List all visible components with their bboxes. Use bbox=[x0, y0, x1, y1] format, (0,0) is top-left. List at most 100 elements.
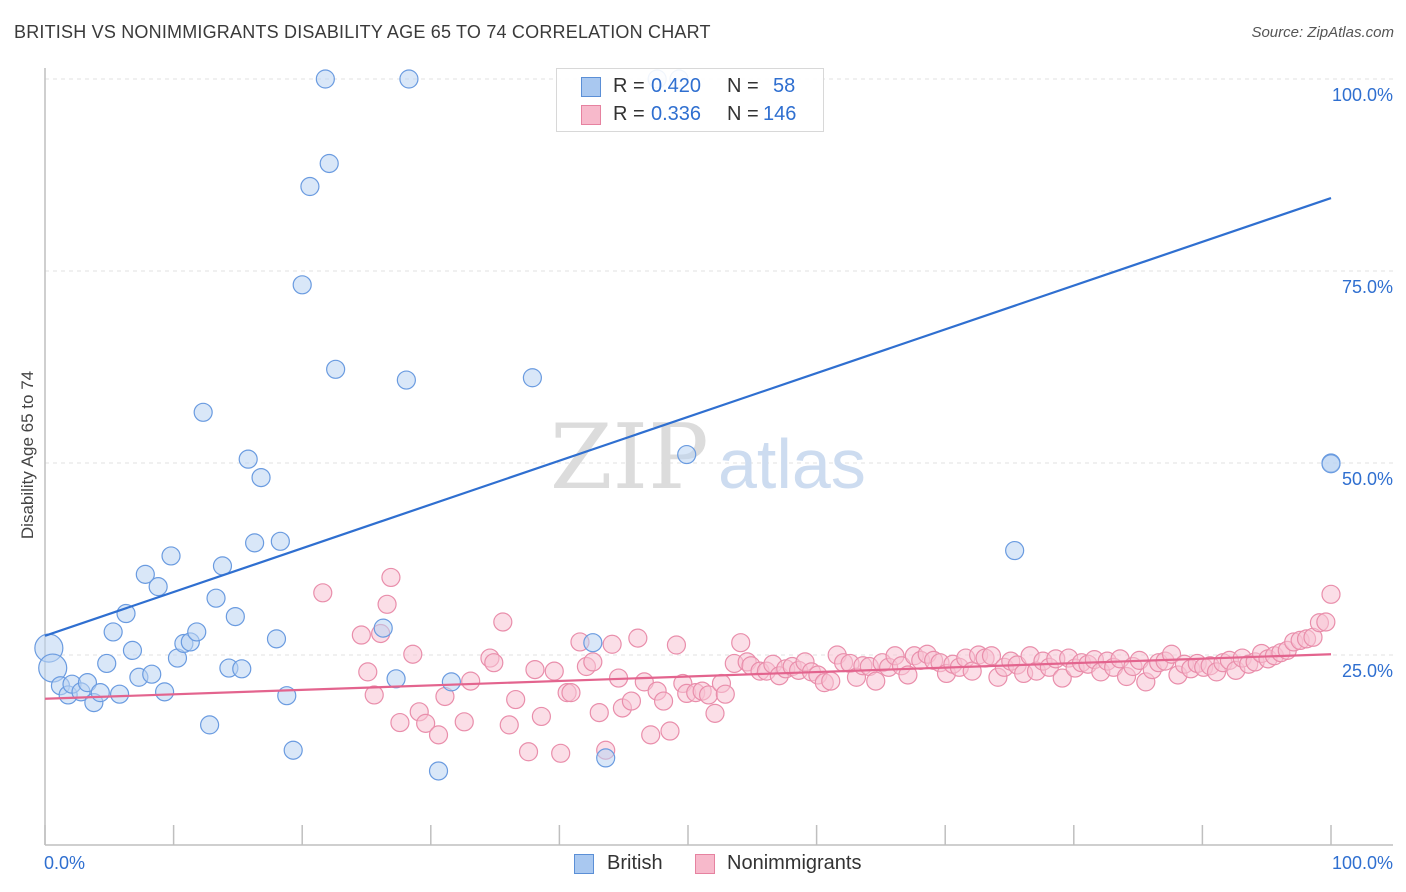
n-value: 58 bbox=[773, 75, 796, 97]
nonimmigrants-point bbox=[518, 742, 539, 762]
gridlines bbox=[45, 78, 1393, 656]
british-point bbox=[206, 588, 226, 608]
nonimmigrants-point bbox=[506, 689, 526, 710]
nonimmigrants-point bbox=[898, 665, 918, 685]
nonimmigrants-point bbox=[428, 725, 449, 745]
nonimmigrants-point bbox=[589, 702, 609, 723]
nonimmigrants-point bbox=[866, 671, 886, 691]
nonimmigrants-point bbox=[403, 644, 423, 664]
british-point bbox=[283, 740, 303, 760]
y-axis-label: Disability Age 65 to 74 bbox=[18, 371, 37, 539]
british-point bbox=[522, 368, 542, 388]
legend-swatch-nonimmigrants bbox=[695, 854, 715, 874]
watermark-atlas: atlas bbox=[718, 425, 866, 503]
british-point bbox=[319, 153, 339, 174]
nonimmigrants-point bbox=[499, 715, 519, 735]
stats-box: R = 0.420 N = 58 R = 0.336 N = 146 bbox=[556, 68, 824, 132]
nonimmigrants-point bbox=[583, 652, 603, 672]
tick-labels: 25.0% 50.0% 75.0% 100.0% 0.0% 100.0% bbox=[44, 85, 1393, 873]
nonimmigrants-point bbox=[544, 661, 564, 681]
british-point bbox=[161, 546, 181, 566]
british-point bbox=[300, 176, 320, 197]
x-tick-label-max: 100.0% bbox=[1332, 853, 1393, 873]
nonimmigrants-point bbox=[493, 612, 513, 632]
british-point bbox=[232, 659, 252, 679]
legend-label-british: British bbox=[607, 852, 663, 874]
nonimmigrants-point bbox=[653, 691, 674, 711]
r-value: 0.336 bbox=[651, 103, 702, 125]
r-label: R = bbox=[613, 75, 645, 97]
british-point bbox=[77, 673, 98, 693]
british-point bbox=[90, 683, 110, 703]
n-value: 146 bbox=[763, 103, 797, 125]
nonimmigrants-point bbox=[416, 713, 436, 733]
british-point bbox=[266, 629, 287, 649]
nonimmigrants-point bbox=[351, 625, 371, 645]
british-point bbox=[97, 653, 117, 674]
nonimmigrants-point bbox=[381, 567, 401, 588]
n-label: N = bbox=[727, 75, 759, 97]
british-point bbox=[373, 618, 393, 638]
british-point bbox=[315, 69, 335, 89]
nonimmigrants-trend-line bbox=[44, 653, 1332, 700]
british-point bbox=[122, 640, 143, 660]
nonimmigrants-point bbox=[377, 594, 397, 614]
british-point bbox=[103, 622, 123, 642]
nonimmigrants-point bbox=[561, 683, 581, 703]
y-tick-label: 100.0% bbox=[1332, 85, 1393, 105]
british-point bbox=[187, 622, 207, 642]
british-point bbox=[441, 672, 461, 692]
nonimmigrants-point bbox=[715, 684, 735, 704]
british-point bbox=[154, 682, 175, 702]
british-point bbox=[292, 275, 312, 295]
nonimmigrants-point bbox=[628, 628, 648, 648]
british-swatch bbox=[581, 77, 601, 97]
british-point bbox=[225, 606, 245, 627]
y-tick-label: 75.0% bbox=[1342, 277, 1393, 297]
british-point bbox=[245, 533, 265, 553]
nonimmigrants-point bbox=[461, 671, 481, 691]
nonimmigrants-point bbox=[551, 743, 571, 763]
british-point bbox=[148, 577, 168, 597]
nonimmigrants-point bbox=[454, 712, 474, 732]
british-point bbox=[251, 467, 271, 488]
nonimmigrants-point bbox=[390, 712, 410, 733]
nonimmigrants-point bbox=[666, 635, 687, 655]
british-point bbox=[270, 531, 290, 551]
british-point bbox=[1005, 540, 1025, 561]
nonimmigrants-point bbox=[1321, 584, 1341, 604]
nonimmigrants-point bbox=[525, 659, 545, 680]
nonimmigrants-point bbox=[364, 685, 384, 705]
nonimmigrants-point bbox=[484, 653, 504, 673]
nonimmigrants-point bbox=[531, 706, 551, 727]
nonimmigrants-point bbox=[358, 662, 378, 682]
british-point bbox=[135, 564, 155, 584]
nonimmigrants-point bbox=[731, 633, 751, 653]
axes bbox=[44, 68, 1393, 846]
n-label: N = bbox=[727, 103, 759, 125]
nonimmigrants-point bbox=[602, 634, 622, 654]
british-point bbox=[326, 359, 346, 379]
nonimmigrants-point bbox=[641, 725, 661, 745]
nonimmigrants-point bbox=[981, 646, 1002, 666]
source-label: Source: ZipAtlas.com bbox=[1251, 24, 1394, 41]
legend-label-nonimmigrants: Nonimmigrants bbox=[727, 852, 862, 874]
watermark: ZIP atlas bbox=[550, 405, 866, 510]
british-point bbox=[386, 669, 406, 689]
nonimmigrants-swatch bbox=[581, 105, 601, 125]
nonimmigrants-point bbox=[1316, 612, 1336, 632]
british-point bbox=[238, 449, 258, 469]
nonimmigrants-point bbox=[621, 691, 642, 711]
nonimmigrants-point bbox=[313, 583, 333, 603]
british-point bbox=[677, 444, 697, 465]
x-tick-label-min: 0.0% bbox=[44, 853, 85, 873]
trend-lines bbox=[44, 196, 1332, 700]
british-point bbox=[596, 748, 616, 768]
british-point bbox=[396, 370, 416, 390]
british-point bbox=[399, 69, 419, 89]
nonimmigrants-point bbox=[705, 703, 725, 723]
british-point bbox=[428, 761, 449, 781]
nonimmigrants-point bbox=[1052, 668, 1072, 688]
nonimmigrants-point bbox=[660, 721, 680, 741]
